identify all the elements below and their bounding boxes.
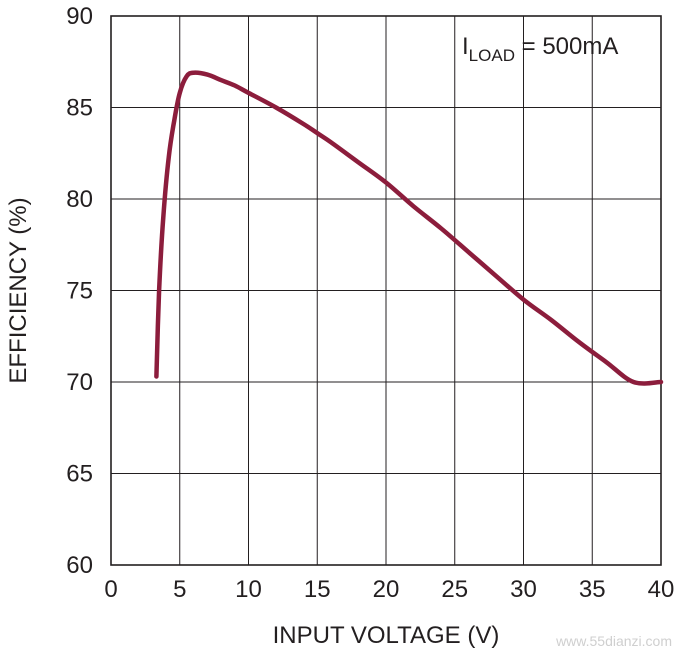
y-tick-label: 80 xyxy=(66,186,93,213)
x-tick-label: 30 xyxy=(510,576,537,603)
y-tick-label: 70 xyxy=(66,369,93,396)
y-tick-label: 75 xyxy=(66,278,93,305)
x-axis-ticks: 0 5 10 15 20 25 30 35 40 xyxy=(104,576,674,603)
x-tick-label: 35 xyxy=(579,576,606,603)
load-current-annotation: ILOAD = 500mA xyxy=(462,33,618,65)
x-tick-label: 5 xyxy=(173,576,186,603)
y-tick-label: 65 xyxy=(66,461,93,488)
watermark: www.55dianzi.com xyxy=(555,633,672,649)
efficiency-line xyxy=(154,70,664,386)
annotation-subscript: LOAD xyxy=(469,46,515,65)
x-tick-label: 0 xyxy=(104,576,117,603)
annotation-main: I xyxy=(462,33,469,60)
y-tick-label: 60 xyxy=(66,552,93,579)
y-tick-label: 85 xyxy=(66,95,93,122)
annotation-value: = 500mA xyxy=(515,33,618,60)
y-axis-ticks: 60 65 70 75 80 85 90 xyxy=(66,3,93,579)
y-tick-label: 90 xyxy=(66,3,93,30)
x-tick-label: 20 xyxy=(373,576,400,603)
y-axis-label: EFFICIENCY (%) xyxy=(5,197,32,383)
plot-frame xyxy=(110,15,662,566)
x-tick-label: 40 xyxy=(648,576,675,603)
x-axis-label: INPUT VOLTAGE (V) xyxy=(273,622,500,649)
x-tick-label: 15 xyxy=(304,576,331,603)
x-tick-label: 25 xyxy=(441,576,468,603)
x-tick-label: 10 xyxy=(235,576,262,603)
grid xyxy=(110,15,662,566)
